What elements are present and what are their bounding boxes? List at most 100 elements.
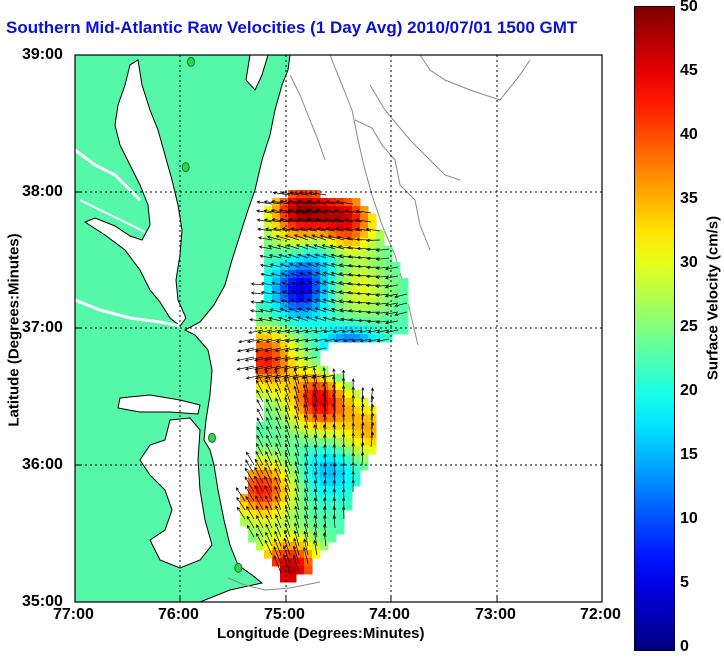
velocity-arrow (314, 289, 327, 295)
velocity-cell (280, 502, 289, 511)
velocity-cell (336, 526, 345, 535)
velocity-arrow (269, 263, 282, 268)
velocity-cell (352, 310, 361, 319)
velocity-cell (312, 382, 321, 391)
velocity-arrow (245, 347, 264, 353)
velocity-arrow (292, 545, 300, 565)
velocity-cell (248, 534, 257, 543)
velocity-arrow (306, 307, 318, 313)
velocity-arrow (394, 302, 408, 307)
velocity-arrow (256, 209, 273, 214)
velocity-arrow (313, 514, 318, 529)
albemarle-sound (117, 394, 201, 415)
velocity-arrow (273, 546, 282, 565)
velocity-cell (272, 286, 281, 295)
velocity-cell (296, 422, 305, 431)
velocity-arrow (256, 338, 273, 344)
velocity-cell (272, 462, 281, 471)
velocity-arrow (286, 244, 300, 250)
velocity-arrow (254, 485, 264, 502)
velocity-cell (368, 286, 377, 295)
colorbar-tick-label: 0 (680, 638, 689, 655)
velocity-cell (328, 270, 337, 279)
velocity-arrow (315, 208, 336, 214)
velocity-cell (368, 262, 377, 271)
velocity-cell (288, 422, 297, 431)
velocity-cell (328, 406, 337, 415)
velocity-cell (360, 246, 369, 255)
velocity-arrow (294, 469, 300, 484)
velocity-cell (288, 238, 297, 247)
velocity-arrow (263, 356, 282, 362)
velocity-cell (280, 286, 289, 295)
velocity-arrow (294, 434, 300, 448)
velocity-cell (376, 302, 385, 311)
velocity-cell (280, 454, 289, 463)
velocity-arrow (385, 329, 399, 334)
velocity-arrow (312, 366, 318, 385)
velocity-cell (320, 214, 329, 223)
velocity-cell (296, 286, 305, 295)
velocity-arrow (302, 234, 318, 241)
velocity-arrow (384, 311, 399, 316)
page-title: Southern Mid-Atlantic Raw Velocities (1 … (6, 18, 578, 37)
velocity-arrow (314, 316, 327, 322)
velocity-cell (376, 270, 385, 279)
velocity-cell (288, 454, 297, 463)
velocity-cell (280, 510, 289, 519)
velocity-cell (336, 478, 345, 487)
velocity-cell (264, 438, 273, 447)
velocity-cell (288, 262, 297, 271)
velocity-cell (264, 510, 273, 519)
x-tick-label: 72:00 (580, 606, 621, 623)
velocity-cell (304, 398, 313, 407)
velocity-cell (336, 222, 345, 231)
velocity-cell (344, 294, 353, 303)
velocity-arrow (254, 458, 264, 475)
velocity-arrow (304, 470, 309, 484)
velocity-cell (272, 262, 281, 271)
velocity-cell (304, 542, 313, 551)
velocity-arrow (281, 227, 300, 232)
velocity-cell (360, 446, 369, 455)
velocity-arrow (287, 208, 309, 214)
velocity-arrow (259, 263, 273, 268)
velocity-arrow (260, 281, 273, 286)
velocity-cell (352, 334, 361, 343)
velocity-cell (320, 342, 329, 351)
velocity-cell (272, 438, 281, 447)
velocity-cell (344, 278, 353, 287)
velocity-cell (312, 302, 321, 311)
velocity-cell (304, 238, 313, 247)
velocity-cell (264, 478, 273, 487)
velocity-arrow (266, 235, 282, 241)
velocity-arrow (270, 208, 291, 214)
velocity-cell (264, 342, 273, 351)
velocity-cell (328, 478, 337, 487)
velocity-cell (336, 398, 345, 407)
velocity-arrow (322, 280, 336, 286)
velocity-arrow (265, 369, 273, 385)
velocity-cell (368, 446, 377, 455)
velocity-arrow (299, 272, 309, 277)
velocity-cell (248, 470, 257, 479)
velocity-cell (288, 526, 297, 535)
velocity-cell (304, 366, 313, 375)
velocity-arrow (366, 256, 381, 261)
velocity-arrow (265, 495, 273, 511)
velocity-cell (264, 374, 273, 383)
velocity-cell (264, 270, 273, 279)
velocity-cell (304, 214, 313, 223)
velocity-cell (264, 486, 273, 495)
velocity-cell (320, 254, 329, 263)
velocity-arrow (265, 505, 273, 520)
velocity-cell (248, 526, 257, 535)
velocity-arrow (338, 272, 354, 277)
velocity-arrow (314, 307, 327, 313)
velocity-arrow (257, 329, 273, 334)
velocity-cell (352, 462, 361, 471)
velocity-cell (344, 222, 353, 231)
velocity-cell (280, 254, 289, 263)
velocity-cell (392, 286, 401, 295)
